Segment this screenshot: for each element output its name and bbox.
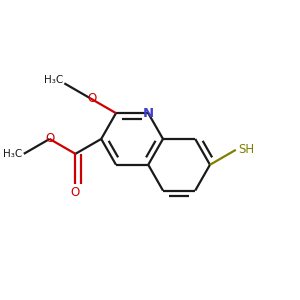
Text: O: O [87, 92, 96, 105]
Text: H₃C: H₃C [44, 75, 63, 85]
Text: H₃C: H₃C [3, 149, 22, 159]
Text: O: O [71, 186, 80, 199]
Text: N: N [143, 106, 154, 120]
Text: SH: SH [238, 143, 254, 156]
Text: O: O [45, 132, 54, 146]
